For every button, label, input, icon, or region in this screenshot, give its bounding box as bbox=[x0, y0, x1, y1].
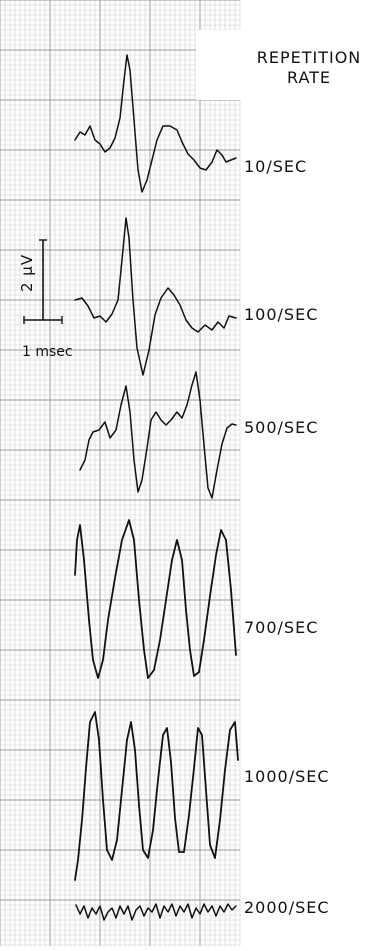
trace-label-700-sec: 700/SEC bbox=[244, 618, 319, 637]
trace-label-500-sec: 500/SEC bbox=[244, 418, 319, 437]
graph-paper-grid bbox=[0, 0, 241, 946]
header-line-2: RATE bbox=[286, 68, 332, 87]
scale-bar bbox=[23, 239, 63, 324]
voltage-scale-label: 2 μV bbox=[18, 253, 36, 292]
trace-100-sec bbox=[74, 217, 237, 376]
time-scale-label: 1 msec bbox=[22, 344, 73, 360]
trace-2000-sec bbox=[75, 903, 237, 921]
waveform-traces bbox=[74, 54, 239, 921]
trace-label-2000-sec: 2000/SEC bbox=[244, 898, 330, 917]
trace-700-sec bbox=[74, 519, 237, 679]
trace-label-100-sec: 100/SEC bbox=[244, 305, 319, 324]
trace-500-sec bbox=[79, 371, 237, 499]
trace-label-1000-sec: 1000/SEC bbox=[244, 767, 330, 786]
header: REPETITION RATE bbox=[242, 48, 376, 88]
header-line-1: REPETITION bbox=[256, 48, 362, 67]
header-blank-area bbox=[196, 30, 244, 100]
trace-label-10-sec: 10/SEC bbox=[244, 157, 308, 176]
trace-1000-sec bbox=[74, 711, 239, 881]
trace-10-sec bbox=[74, 54, 237, 193]
